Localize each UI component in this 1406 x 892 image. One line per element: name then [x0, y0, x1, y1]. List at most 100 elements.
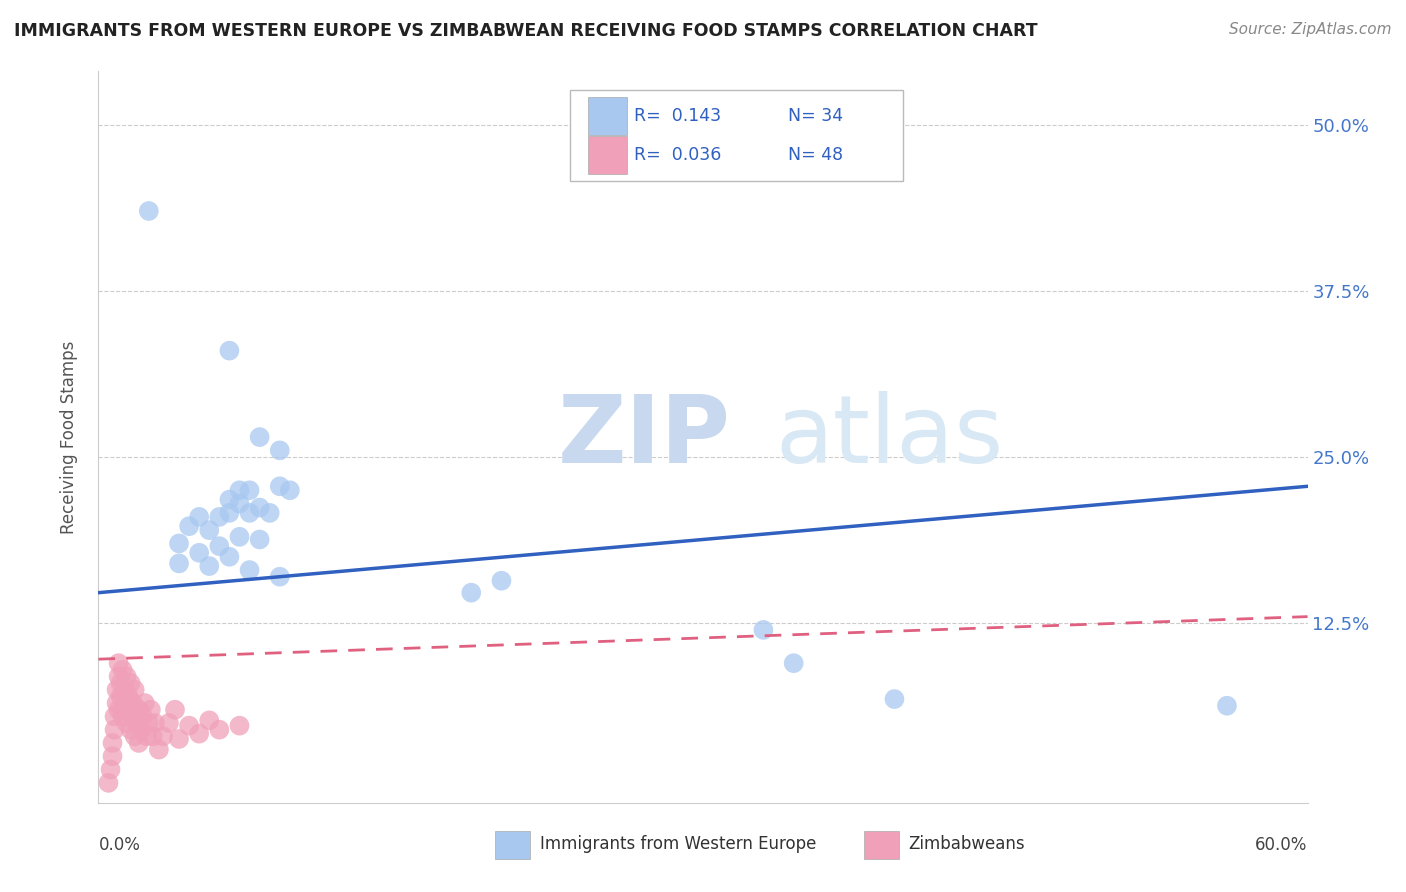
FancyBboxPatch shape — [569, 90, 903, 181]
Point — [118, 690, 141, 704]
Point — [249, 533, 271, 547]
Point — [208, 509, 231, 524]
Point — [138, 716, 160, 731]
Point — [115, 716, 138, 731]
Point — [105, 682, 128, 697]
Point — [278, 483, 301, 498]
Point — [128, 703, 150, 717]
Text: R=  0.143: R= 0.143 — [634, 107, 721, 125]
Text: IMMIGRANTS FROM WESTERN EUROPE VS ZIMBABWEAN RECEIVING FOOD STAMPS CORRELATION C: IMMIGRANTS FROM WESTERN EUROPE VS ZIMBAB… — [14, 22, 1038, 40]
Text: 0.0%: 0.0% — [98, 836, 141, 854]
Text: N= 48: N= 48 — [787, 145, 842, 164]
Point — [188, 726, 211, 740]
Point — [167, 536, 190, 550]
Point — [129, 723, 152, 737]
Point — [132, 709, 155, 723]
Point — [179, 719, 201, 733]
Point — [198, 559, 221, 574]
Point — [198, 714, 221, 728]
Point — [120, 676, 142, 690]
Point — [121, 709, 143, 723]
Point — [107, 669, 129, 683]
Point — [228, 497, 250, 511]
Point — [103, 723, 125, 737]
Point — [883, 692, 905, 706]
Point — [110, 676, 132, 690]
Point — [163, 703, 186, 717]
Point — [239, 563, 262, 577]
Point — [228, 483, 250, 498]
Point — [218, 343, 240, 358]
Point — [239, 506, 262, 520]
Point — [228, 719, 250, 733]
Point — [105, 696, 128, 710]
FancyBboxPatch shape — [588, 97, 627, 135]
Point — [142, 729, 165, 743]
Point — [118, 703, 141, 717]
Text: N= 34: N= 34 — [787, 107, 842, 125]
Point — [208, 539, 231, 553]
Point — [124, 682, 146, 697]
Point — [107, 703, 129, 717]
Point — [269, 479, 291, 493]
Point — [111, 663, 134, 677]
Point — [167, 557, 190, 571]
Point — [121, 696, 143, 710]
Text: R=  0.036: R= 0.036 — [634, 145, 721, 164]
Point — [269, 570, 291, 584]
Y-axis label: Receiving Food Stamps: Receiving Food Stamps — [59, 341, 77, 533]
Point — [110, 690, 132, 704]
Point — [114, 682, 136, 697]
Point — [218, 506, 240, 520]
Point — [752, 623, 775, 637]
Point — [107, 656, 129, 670]
Point — [157, 716, 180, 731]
Text: Immigrants from Western Europe: Immigrants from Western Europe — [540, 836, 815, 854]
Point — [228, 530, 250, 544]
FancyBboxPatch shape — [863, 830, 898, 859]
Point — [259, 506, 281, 520]
Text: Zimbabweans: Zimbabweans — [908, 836, 1025, 854]
Point — [100, 763, 122, 777]
Point — [101, 749, 124, 764]
Point — [114, 696, 136, 710]
Text: 60.0%: 60.0% — [1256, 836, 1308, 854]
Point — [188, 509, 211, 524]
Point — [198, 523, 221, 537]
Point — [249, 430, 271, 444]
Point — [124, 729, 146, 743]
Point — [1216, 698, 1239, 713]
Point — [103, 709, 125, 723]
Point — [111, 709, 134, 723]
Point — [128, 736, 150, 750]
Point — [120, 723, 142, 737]
Point — [208, 723, 231, 737]
Point — [239, 483, 262, 498]
Point — [269, 443, 291, 458]
Point — [97, 776, 120, 790]
Point — [188, 546, 211, 560]
Point — [167, 731, 190, 746]
Point — [491, 574, 513, 588]
Point — [218, 492, 240, 507]
Point — [134, 696, 156, 710]
Point — [135, 729, 157, 743]
Point — [249, 500, 271, 515]
Point — [139, 703, 162, 717]
FancyBboxPatch shape — [495, 830, 530, 859]
Text: atlas: atlas — [776, 391, 1004, 483]
Point — [115, 669, 138, 683]
Point — [125, 716, 148, 731]
FancyBboxPatch shape — [588, 136, 627, 174]
Text: Source: ZipAtlas.com: Source: ZipAtlas.com — [1229, 22, 1392, 37]
Text: ZIP: ZIP — [558, 391, 731, 483]
Point — [143, 716, 166, 731]
Point — [179, 519, 201, 533]
Point — [152, 729, 174, 743]
Point — [148, 742, 170, 756]
Point — [783, 656, 806, 670]
Point — [101, 736, 124, 750]
Point — [460, 585, 482, 599]
Point — [138, 204, 160, 219]
Point — [218, 549, 240, 564]
